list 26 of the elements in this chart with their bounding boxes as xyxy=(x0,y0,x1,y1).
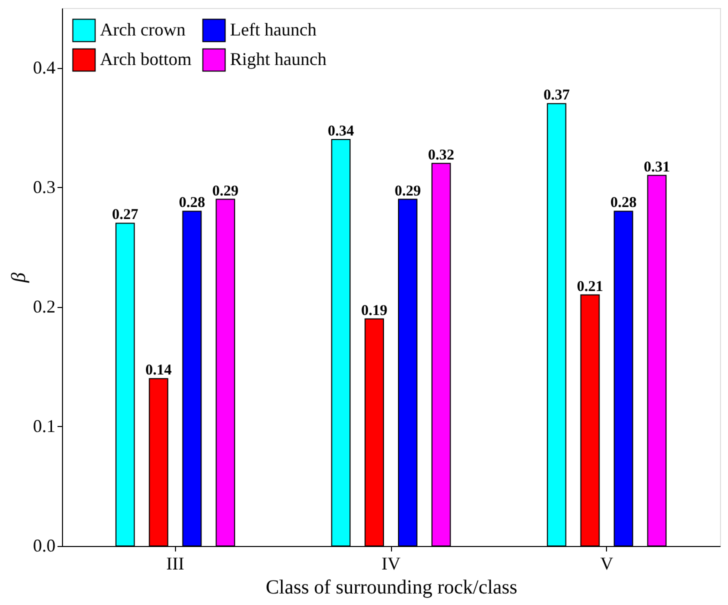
y-tick-label: 0.3 xyxy=(33,176,56,197)
data-label: 0.21 xyxy=(576,278,604,295)
data-label: 0.31 xyxy=(644,159,670,176)
y-tick-label: 0.0 xyxy=(33,536,56,556)
data-label: 0.27 xyxy=(112,207,139,224)
x-tick-label: IV xyxy=(382,554,400,574)
data-label: 0.28 xyxy=(178,195,206,212)
data-label: 0.28 xyxy=(610,195,637,212)
data-label: 0.34 xyxy=(328,124,354,140)
data-label: 0.14 xyxy=(145,362,172,379)
legend-label: Left haunch xyxy=(230,19,316,40)
data-label: 0.19 xyxy=(361,302,388,319)
y-tick-label: 0.4 xyxy=(33,57,56,78)
legend-label: Right haunch xyxy=(230,49,326,69)
legend-label: Arch bottom xyxy=(100,49,192,69)
data-label: 0.37 xyxy=(543,88,570,104)
y-axis-title: β xyxy=(8,272,30,284)
data-label: 0.32 xyxy=(428,147,454,164)
x-tick-label: III xyxy=(166,554,184,574)
legend-label: Arch crown xyxy=(100,19,186,40)
x-tick-label: V xyxy=(600,554,614,574)
x-axis-title: Class of surrounding rock/class xyxy=(266,576,518,598)
data-label: 0.29 xyxy=(212,183,239,200)
y-tick-label: 0.1 xyxy=(33,416,56,436)
data-label: 0.29 xyxy=(394,183,421,200)
y-tick-label: 0.2 xyxy=(33,296,56,316)
